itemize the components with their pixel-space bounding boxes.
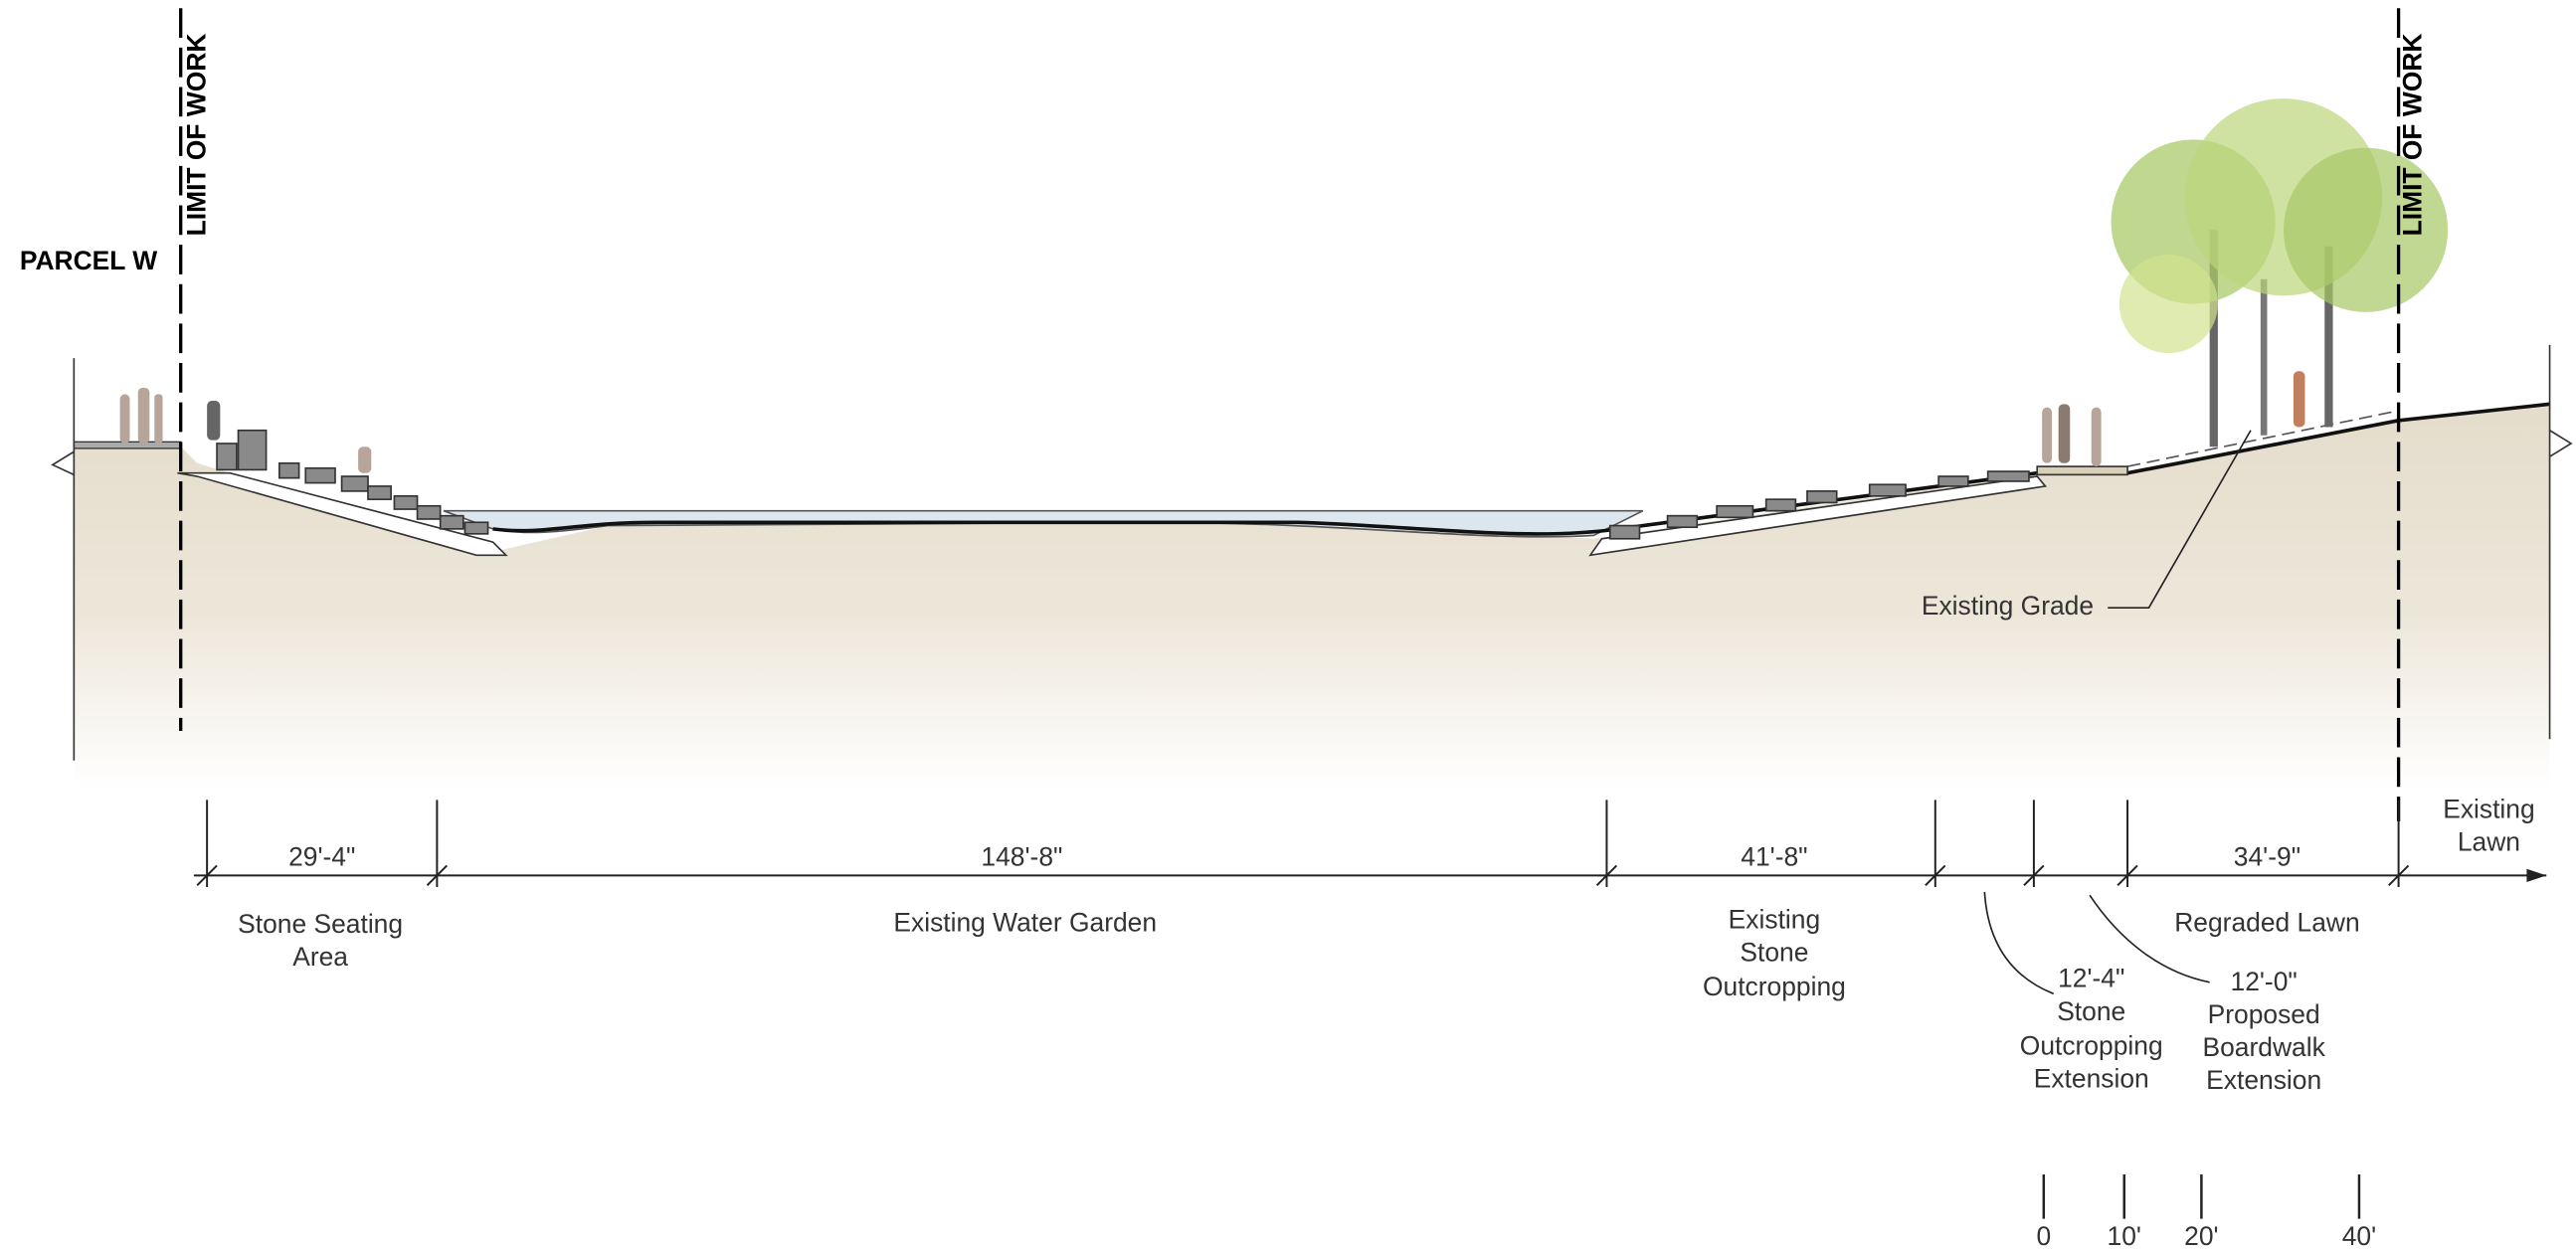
stone <box>1988 471 2029 481</box>
scale-label: 20' <box>2184 1221 2218 1250</box>
lawn-label: Lawn <box>2458 827 2520 857</box>
lawn-label: Existing <box>2443 795 2534 824</box>
person <box>2294 371 2305 427</box>
stone <box>279 463 299 478</box>
section-diagram: LIMIT OF WORK LIMIT OF WORK PARCEL W Exi… <box>0 0 2576 1250</box>
tree-trunk <box>2261 279 2268 436</box>
people <box>120 371 2305 472</box>
stone <box>239 431 267 470</box>
stone <box>305 468 335 483</box>
stone <box>418 506 441 519</box>
parcel-label: PARCEL W <box>20 246 157 275</box>
tree-canopy <box>2119 255 2218 353</box>
callout-label: Extension <box>2206 1065 2321 1095</box>
arrow-head <box>2526 869 2546 882</box>
callout-label: Boardwalk <box>2203 1032 2326 1062</box>
area-label: Existing <box>1729 904 1820 934</box>
stone <box>1766 499 1796 511</box>
area-label: Area <box>292 942 348 972</box>
person <box>358 446 371 472</box>
scale-label: 10' <box>2108 1221 2141 1250</box>
area-label: Stone <box>1740 937 1808 967</box>
scale-label: 40' <box>2342 1221 2376 1250</box>
grade-label: Existing Grade <box>1922 591 2094 621</box>
break-mark <box>2550 431 2571 456</box>
stone <box>464 522 487 534</box>
person <box>138 388 150 444</box>
stone <box>368 486 391 499</box>
parcel-walk <box>74 442 180 448</box>
person <box>207 401 220 441</box>
stone <box>1870 484 1906 496</box>
limit-label: LIMIT OF WORK <box>2398 34 2428 237</box>
leader-line <box>1984 892 2053 993</box>
page: LIMIT OF WORK LIMIT OF WORK PARCEL W Exi… <box>0 0 2576 1250</box>
person <box>120 394 130 444</box>
break-mark <box>53 451 74 474</box>
scale-bar <box>2044 1174 2359 1219</box>
stone <box>1668 516 1698 528</box>
person <box>2092 408 2102 466</box>
stone <box>441 516 463 529</box>
area-label: Existing Water Garden <box>893 908 1157 938</box>
person <box>2059 404 2071 462</box>
person <box>154 394 162 444</box>
area-label: Stone Seating <box>238 909 403 939</box>
limit-label: LIMIT OF WORK <box>181 34 211 237</box>
boardwalk <box>2037 466 2127 474</box>
callout-value: 12'-0" <box>2231 967 2298 996</box>
person <box>2042 408 2052 463</box>
scale-label: 0 <box>2036 1221 2051 1250</box>
dimension-value: 41'-8" <box>1741 841 1807 871</box>
callout-label: Outcropping <box>2020 1030 2163 1060</box>
area-label: Regraded Lawn <box>2174 908 2359 938</box>
stone <box>217 444 237 469</box>
callout-label: Proposed <box>2208 999 2320 1029</box>
callout-label: Stone <box>2057 996 2125 1026</box>
dimension-line <box>194 800 2546 887</box>
stone <box>1807 491 1837 503</box>
dimension-value: 34'-9" <box>2234 841 2300 871</box>
stone <box>342 476 368 491</box>
stone <box>1717 506 1752 518</box>
stone <box>1610 526 1640 539</box>
callout-value: 12'-4" <box>2058 964 2124 993</box>
dimension-value: 148'-8" <box>981 841 1062 871</box>
callout-label: Extension <box>2034 1063 2149 1093</box>
area-label: Outcropping <box>1703 972 1846 1001</box>
stone <box>1938 476 1968 486</box>
stone <box>394 496 417 509</box>
dimension-value: 29'-4" <box>288 841 355 871</box>
